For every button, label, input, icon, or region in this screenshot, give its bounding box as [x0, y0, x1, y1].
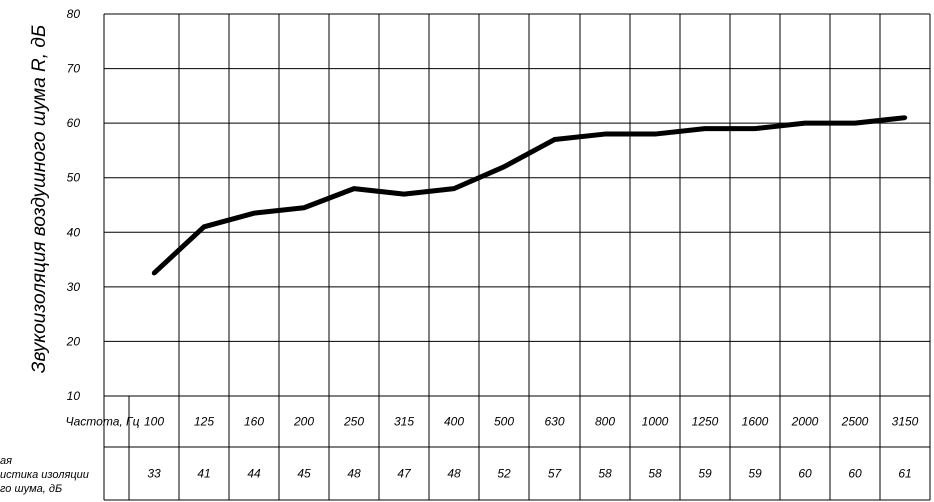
- x-tick-label: 1000: [642, 415, 669, 429]
- x-tick-label: 2500: [841, 415, 869, 429]
- x-tick-label: 1600: [742, 415, 769, 429]
- y-tick-label: 10: [67, 389, 81, 403]
- x-tick-label: 200: [293, 415, 314, 429]
- table-value-cell: 58: [598, 467, 612, 481]
- data-table: Частота, Гц 100 125 160 200 250 315 400 500 630 80…: [66, 415, 919, 481]
- data-point: [702, 126, 708, 131]
- table-value-cell: 48: [447, 467, 461, 481]
- table-row-header-frequency: Частота, Гц: [66, 415, 140, 429]
- data-point: [802, 120, 808, 126]
- data-point: [401, 191, 407, 197]
- table-value-cell: 60: [798, 467, 812, 481]
- table-value-cell: 61: [898, 467, 911, 481]
- x-tick-label: 125: [194, 415, 214, 429]
- x-tick-label: 160: [244, 415, 264, 429]
- x-tick-label: 3150: [892, 415, 919, 429]
- y-axis-label: Звукоизоляция воздушного шума R, дБ: [29, 25, 50, 373]
- grid: [103, 13, 931, 501]
- x-tick-label: 1250: [692, 415, 719, 429]
- data-point: [602, 131, 608, 137]
- series-line: [152, 115, 906, 276]
- data-point: [652, 131, 658, 137]
- y-tick-label: 60: [67, 116, 81, 130]
- table-value-cell: 44: [247, 467, 261, 481]
- table-row-label-3: го шума, дБ: [0, 483, 62, 495]
- table-value-cell: 47: [397, 467, 412, 481]
- data-point: [301, 205, 307, 210]
- data-point: [151, 271, 157, 276]
- x-tick-label: 100: [144, 415, 164, 429]
- x-tick-label: 400: [444, 415, 464, 429]
- table-value-cell: 59: [748, 467, 762, 481]
- table-value-cell: 48: [347, 467, 361, 481]
- table-row-label-2: истика изоляции: [0, 469, 89, 481]
- y-tick-label: 20: [66, 334, 81, 348]
- data-point: [451, 186, 457, 191]
- data-point: [351, 186, 357, 191]
- x-tick-label: 630: [544, 415, 564, 429]
- x-tick-label: 315: [394, 415, 414, 429]
- data-point: [501, 164, 507, 169]
- table-value-cell: 33: [147, 467, 161, 481]
- x-tick-label: 800: [595, 415, 615, 429]
- x-tick-label: 500: [494, 415, 514, 429]
- table-value-cell: 58: [648, 467, 662, 481]
- table-value-cell: 45: [297, 467, 311, 481]
- y-tick-label: 80: [67, 7, 81, 21]
- table-value-cell: 52: [497, 467, 511, 481]
- table-value-cell: 60: [848, 467, 862, 481]
- table-value-cell: 59: [698, 467, 712, 481]
- x-tick-label: 2000: [791, 415, 819, 429]
- data-points: [151, 115, 908, 276]
- data-point: [552, 137, 557, 142]
- data-point: [201, 224, 207, 230]
- data-point: [752, 126, 758, 131]
- data-point: [251, 210, 257, 216]
- y-tick-label: 50: [67, 171, 81, 185]
- table-row-label-1: ая: [0, 455, 12, 467]
- data-point: [902, 115, 908, 120]
- x-tick-label: 250: [343, 415, 364, 429]
- y-ticks: 80 70 60 50 40 30 20 10: [66, 7, 81, 403]
- table-value-cell: 41: [197, 467, 210, 481]
- y-tick-label: 40: [67, 225, 81, 239]
- y-tick-label: 30: [67, 280, 81, 294]
- y-tick-label: 70: [67, 62, 81, 76]
- data-point: [852, 120, 858, 126]
- table-value-cell: 57: [548, 467, 563, 481]
